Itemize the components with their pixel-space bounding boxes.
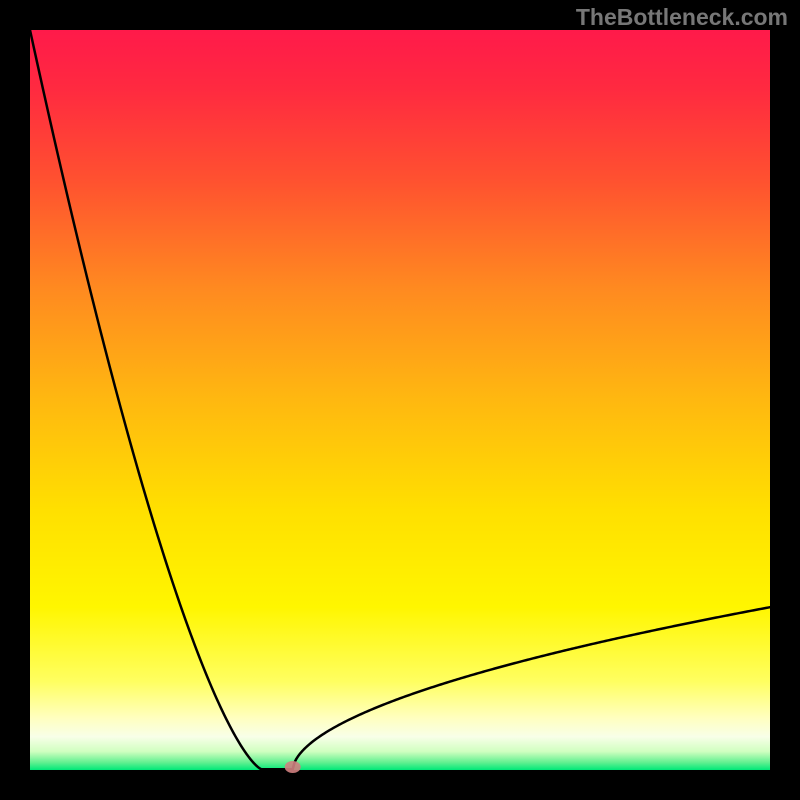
optimal-point-marker [285, 761, 301, 773]
gradient-background [30, 30, 770, 770]
chart-svg [0, 0, 800, 800]
chart-container: TheBottleneck.com [0, 0, 800, 800]
watermark-text: TheBottleneck.com [576, 4, 788, 31]
